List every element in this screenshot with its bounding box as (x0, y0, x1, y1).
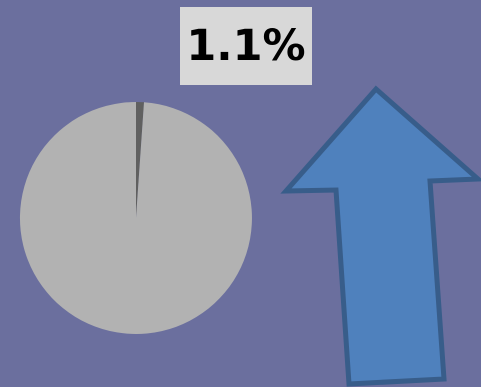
pie-slice-rest (19, 101, 252, 334)
pie-slice-highlight (136, 102, 145, 218)
pie-chart (19, 101, 252, 334)
up-arrow-icon (280, 85, 481, 387)
percentage-label-box: 1.1% (180, 7, 312, 85)
up-arrow-shape (280, 85, 481, 387)
percentage-data-label: 1.1% (186, 20, 306, 71)
